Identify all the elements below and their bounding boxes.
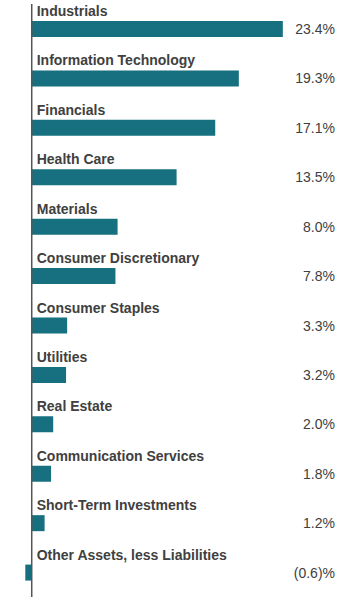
svg-text:19.3%: 19.3% bbox=[295, 70, 335, 86]
svg-text:Consumer Discretionary: Consumer Discretionary bbox=[37, 250, 200, 266]
svg-text:Short-Term Investments: Short-Term Investments bbox=[37, 497, 197, 513]
svg-text:Financials: Financials bbox=[37, 102, 106, 118]
svg-text:Information Technology: Information Technology bbox=[37, 52, 196, 68]
svg-text:Communication Services: Communication Services bbox=[37, 448, 204, 464]
svg-text:3.2%: 3.2% bbox=[303, 367, 335, 383]
svg-text:3.3%: 3.3% bbox=[303, 318, 335, 334]
svg-text:Industrials: Industrials bbox=[37, 3, 108, 19]
svg-text:23.4%: 23.4% bbox=[295, 21, 335, 37]
svg-text:7.8%: 7.8% bbox=[303, 268, 335, 284]
svg-text:Materials: Materials bbox=[37, 201, 98, 217]
svg-text:17.1%: 17.1% bbox=[295, 120, 335, 136]
svg-text:Utilities: Utilities bbox=[37, 349, 88, 365]
svg-text:Other Assets, less Liabilities: Other Assets, less Liabilities bbox=[37, 547, 227, 563]
svg-text:(0.6)%: (0.6)% bbox=[294, 565, 335, 581]
svg-text:8.0%: 8.0% bbox=[303, 219, 335, 235]
svg-text:1.8%: 1.8% bbox=[303, 466, 335, 482]
svg-text:Real Estate: Real Estate bbox=[37, 398, 113, 414]
svg-text:13.5%: 13.5% bbox=[295, 169, 335, 185]
svg-text:Consumer Staples: Consumer Staples bbox=[37, 300, 160, 316]
svg-text:2.0%: 2.0% bbox=[303, 416, 335, 432]
svg-text:Health Care: Health Care bbox=[37, 151, 115, 167]
svg-text:1.2%: 1.2% bbox=[303, 515, 335, 531]
